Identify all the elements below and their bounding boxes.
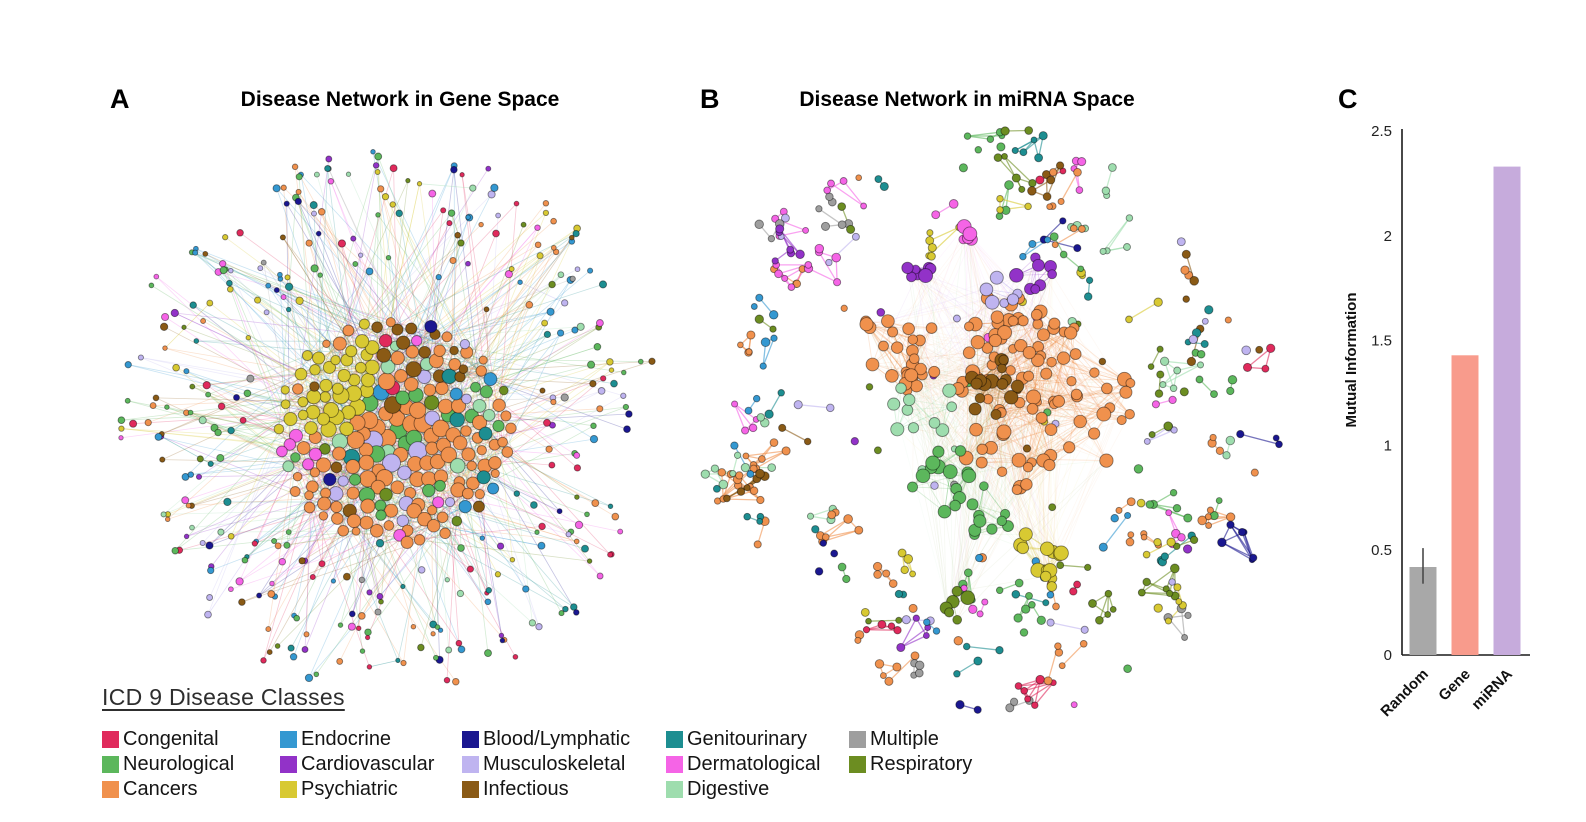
y-tick-label: 2: [1384, 228, 1392, 245]
color-swatch: [666, 781, 683, 798]
legend-column: Multiple Respiratory: [849, 727, 999, 802]
legend-item: Psychiatric: [280, 777, 462, 802]
mirna-space-network: [700, 126, 1283, 714]
y-tick-label: 1: [1384, 437, 1392, 454]
legend-item: Musculoskeletal: [462, 752, 666, 777]
legend-title: ICD 9 Disease Classes: [102, 684, 345, 710]
legend-item: Blood/Lymphatic: [462, 727, 666, 752]
x-tick-label-Random: Random: [1377, 666, 1431, 720]
legend-item: Endocrine: [280, 727, 462, 752]
legend-item: Genitourinary: [666, 727, 849, 752]
color-swatch: [462, 781, 479, 798]
legend-item-label: Multiple: [870, 728, 939, 750]
gene-space-network: [117, 149, 656, 686]
legend-item-label: Neurological: [123, 753, 235, 775]
color-swatch: [102, 731, 119, 748]
legend-item-label: Respiratory: [870, 753, 973, 775]
color-swatch: [280, 781, 297, 798]
legend-column: Endocrine Cardiovascular Psychiatric: [280, 727, 462, 802]
color-swatch: [666, 731, 683, 748]
legend-item-label: Psychiatric: [301, 778, 398, 800]
legend-item-label: Musculoskeletal: [483, 753, 626, 775]
mutual-information-bar-chart: 0 0.5 1 1.5 2 2.5 Mutual Information Random Gene…: [1343, 123, 1530, 720]
legend: ICD 9 Disease Classes Congenital Neurolog…: [102, 684, 999, 802]
color-swatch: [280, 756, 297, 773]
color-swatch: [849, 756, 866, 773]
legend-item: Digestive: [666, 777, 849, 802]
y-tick-label: 0: [1384, 647, 1392, 664]
color-swatch: [102, 756, 119, 773]
legend-item-label: Cardiovascular: [301, 753, 435, 775]
y-axis-label: Mutual Information: [1343, 293, 1360, 428]
color-swatch: [666, 756, 683, 773]
legend-item-label: Cancers: [123, 778, 198, 800]
x-tick-label-Gene: Gene: [1435, 666, 1474, 705]
panel-b-title: Disease Network in miRNA Space: [799, 88, 1135, 111]
color-swatch: [280, 731, 297, 748]
panel-c-label: C: [1338, 84, 1358, 114]
legend-item-label: Genitourinary: [687, 728, 808, 750]
legend-item-label: Dermatological: [687, 753, 821, 775]
legend-item: Cancers: [102, 777, 280, 802]
panel-b-label: B: [700, 84, 720, 114]
color-swatch: [102, 781, 119, 798]
legend-item: Congenital: [102, 727, 280, 752]
gene-network-nodes: [117, 149, 656, 686]
legend-item: Neurological: [102, 752, 280, 777]
legend-item-label: Endocrine: [301, 728, 392, 750]
legend-item: Respiratory: [849, 752, 999, 777]
y-tick-label: 2.5: [1371, 123, 1392, 140]
y-tick-label: 0.5: [1371, 542, 1392, 559]
legend-item-label: Infectious: [483, 778, 569, 800]
mirna-network-nodes: [700, 126, 1283, 714]
legend-column: Blood/Lymphatic Musculoskeletal Infectious: [462, 727, 666, 802]
legend-column: Congenital Neurological Cancers: [102, 727, 280, 802]
panel-a-label: A: [110, 84, 130, 114]
color-swatch: [462, 731, 479, 748]
legend-item: Infectious: [462, 777, 666, 802]
bar-Gene: [1451, 355, 1479, 655]
legend-item: Multiple: [849, 727, 999, 752]
legend-item-label: Digestive: [687, 778, 770, 800]
color-swatch: [849, 731, 866, 748]
chart-bars: [1409, 166, 1521, 655]
mirna-network-edges: [704, 129, 1280, 711]
y-tick-label: 1.5: [1371, 333, 1392, 350]
legend-item: Cardiovascular: [280, 752, 462, 777]
bar-miRNA: [1493, 166, 1521, 655]
x-tick-label-miRNA: miRNA: [1468, 666, 1515, 713]
legend-column: Genitourinary Dermatological Digestive: [666, 727, 849, 802]
panel-a-title: Disease Network in Gene Space: [240, 88, 560, 111]
legend-item-label: Congenital: [123, 728, 219, 750]
legend-item-label: Blood/Lymphatic: [483, 728, 631, 750]
legend-item: Dermatological: [666, 752, 849, 777]
color-swatch: [462, 756, 479, 773]
legend-columns: Congenital Neurological Cancers Endocrine Ca…: [102, 727, 999, 802]
